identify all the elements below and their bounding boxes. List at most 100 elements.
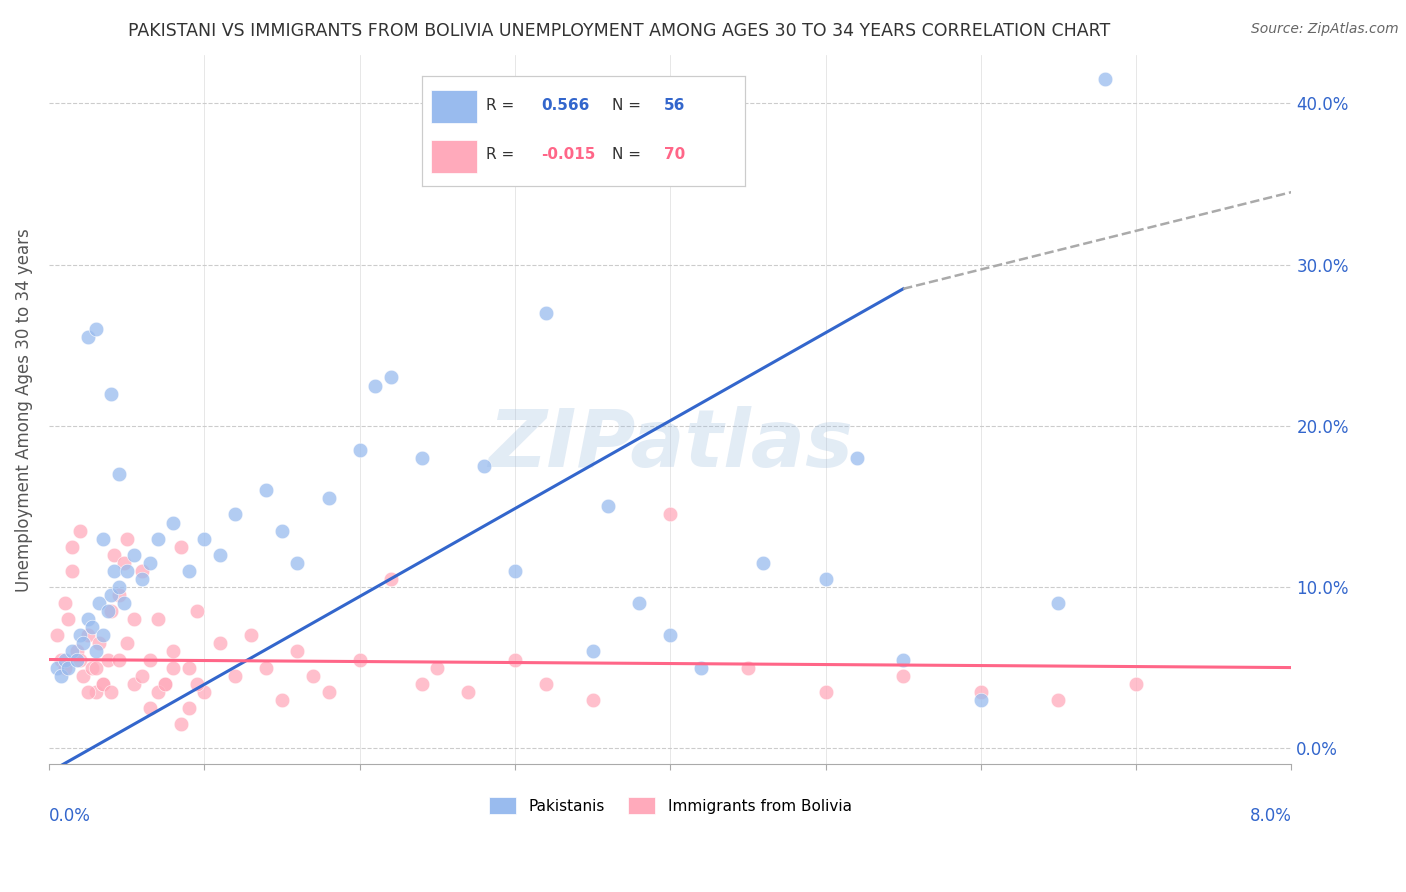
Point	[146, 612, 169, 626]
Point	[91, 628, 114, 642]
Point	[69, 652, 91, 666]
Point	[891, 652, 914, 666]
Point	[100, 588, 122, 602]
Point	[56, 612, 79, 626]
Point	[45, 660, 67, 674]
Point	[1047, 693, 1070, 707]
Point	[254, 483, 277, 498]
Point	[69, 524, 91, 538]
Point	[53, 652, 76, 666]
Point	[82, 620, 104, 634]
Point	[53, 596, 76, 610]
Point	[208, 636, 231, 650]
Point	[814, 684, 837, 698]
Point	[131, 668, 153, 682]
Point	[318, 684, 340, 698]
Point	[1125, 676, 1147, 690]
Point	[60, 644, 83, 658]
Legend: Pakistanis, Immigrants from Bolivia: Pakistanis, Immigrants from Bolivia	[482, 790, 858, 821]
Point	[91, 676, 114, 690]
Point	[53, 660, 76, 674]
Point	[72, 668, 94, 682]
Point	[224, 668, 246, 682]
Point	[162, 644, 184, 658]
Text: 8.0%: 8.0%	[1250, 807, 1292, 825]
Point	[170, 540, 193, 554]
Point	[84, 660, 107, 674]
Point	[51, 652, 73, 666]
Point	[271, 693, 294, 707]
Point	[66, 652, 89, 666]
Point	[596, 500, 619, 514]
Point	[131, 564, 153, 578]
Y-axis label: Unemployment Among Ages 30 to 34 years: Unemployment Among Ages 30 to 34 years	[15, 227, 32, 591]
Point	[91, 676, 114, 690]
Point	[56, 660, 79, 674]
Point	[364, 378, 387, 392]
Point	[177, 564, 200, 578]
Point	[108, 580, 131, 594]
Point	[115, 564, 138, 578]
Point	[162, 516, 184, 530]
Point	[76, 628, 98, 642]
Point	[534, 676, 557, 690]
Point	[690, 660, 713, 674]
Point	[76, 684, 98, 698]
Point	[271, 524, 294, 538]
Point	[60, 540, 83, 554]
Point	[1047, 596, 1070, 610]
Point	[91, 532, 114, 546]
Point	[76, 330, 98, 344]
Point	[97, 652, 120, 666]
Point	[66, 644, 89, 658]
Point	[112, 596, 135, 610]
Point	[193, 684, 215, 698]
Point	[302, 668, 325, 682]
Point	[254, 660, 277, 674]
Point	[103, 548, 125, 562]
Point	[100, 684, 122, 698]
Text: Source: ZipAtlas.com: Source: ZipAtlas.com	[1251, 22, 1399, 37]
Point	[124, 548, 146, 562]
Point	[208, 548, 231, 562]
Point	[139, 652, 162, 666]
Point	[891, 668, 914, 682]
Point	[659, 628, 682, 642]
Point	[112, 556, 135, 570]
Point	[752, 556, 775, 570]
Point	[97, 604, 120, 618]
Point	[224, 508, 246, 522]
Point	[737, 660, 759, 674]
Point	[100, 386, 122, 401]
Point	[72, 636, 94, 650]
Point	[503, 652, 526, 666]
Point	[87, 596, 110, 610]
Point	[287, 556, 309, 570]
Point	[115, 532, 138, 546]
Text: PAKISTANI VS IMMIGRANTS FROM BOLIVIA UNEMPLOYMENT AMONG AGES 30 TO 34 YEARS CORR: PAKISTANI VS IMMIGRANTS FROM BOLIVIA UNE…	[128, 22, 1109, 40]
Point	[131, 572, 153, 586]
Point	[124, 612, 146, 626]
Point	[349, 442, 371, 457]
Point	[1094, 72, 1116, 87]
Point	[155, 676, 177, 690]
Point	[84, 644, 107, 658]
Point	[628, 596, 651, 610]
Point	[457, 684, 479, 698]
Point	[76, 612, 98, 626]
Point	[146, 532, 169, 546]
Point	[108, 588, 131, 602]
Point	[115, 636, 138, 650]
Point	[503, 564, 526, 578]
Point	[349, 652, 371, 666]
Point	[534, 306, 557, 320]
Point	[170, 717, 193, 731]
Point	[82, 660, 104, 674]
Point	[380, 370, 402, 384]
Point	[970, 684, 993, 698]
Point	[380, 572, 402, 586]
Point	[287, 644, 309, 658]
Text: 0.0%: 0.0%	[49, 807, 91, 825]
Point	[426, 660, 449, 674]
Point	[970, 693, 993, 707]
